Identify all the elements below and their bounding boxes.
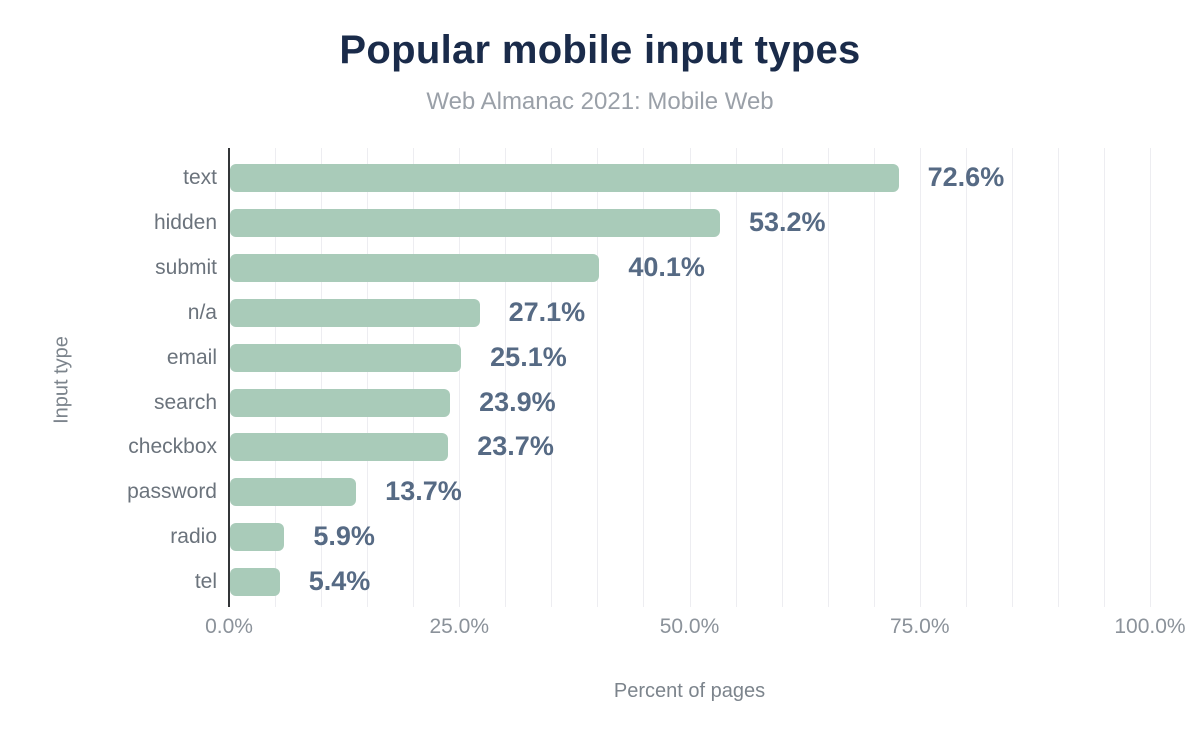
y-axis-line (228, 148, 230, 607)
bar-category-label: text (183, 166, 217, 189)
bar-value-label: 72.6% (927, 161, 1005, 192)
bar-email (230, 343, 462, 372)
bar-submit (230, 253, 600, 282)
bar-n-a (230, 298, 480, 327)
bar-value-label: 23.9% (479, 386, 556, 417)
gridline (689, 148, 691, 607)
x-tick-label: 50.0% (659, 615, 720, 638)
y-axis-title: Input type (50, 336, 73, 424)
gridline (459, 148, 461, 607)
bar-category-label: search (153, 390, 217, 414)
bar-text (230, 164, 899, 192)
gridline (873, 148, 875, 607)
gridline (919, 148, 921, 607)
plot-area: text 72.6% hidden 53.2% submit 40.1% n/a 27.1% e… (127, 148, 1151, 607)
x-tick-label: 25.0% (429, 615, 490, 638)
bar-value-label: 53.2% (748, 206, 826, 237)
gridline (781, 148, 783, 607)
gridline (827, 148, 829, 607)
bar-value-label: 5.4% (308, 565, 371, 596)
bar-category-label: radio (170, 525, 217, 549)
bar-category-label: tel (194, 570, 217, 594)
bar-search (230, 388, 451, 417)
gridline (735, 148, 737, 607)
bar-category-label: submit (155, 255, 217, 279)
bar-category-label: email (166, 345, 217, 369)
bar-value-label: 23.7% (477, 431, 554, 462)
bar-password (230, 478, 357, 507)
x-tick-label: 0.0% (205, 615, 253, 638)
gridline (965, 148, 967, 607)
gridline (275, 148, 277, 607)
gridline (505, 148, 507, 607)
bar-category-label: hidden (153, 210, 217, 234)
gridline (1150, 148, 1151, 607)
bar-radio (230, 523, 285, 552)
bar-tel (230, 568, 280, 597)
gridline (1011, 148, 1013, 607)
bar-hidden (230, 208, 720, 237)
bar-value-label: 25.1% (490, 341, 567, 372)
gridline (1057, 148, 1059, 607)
bar-value-label: 40.1% (628, 251, 705, 282)
gridline (413, 148, 415, 607)
chart-subtitle: Web Almanac 2021: Mobile Web (426, 88, 774, 115)
chart-title: Popular mobile input types (339, 28, 861, 72)
gridline (551, 148, 553, 607)
gridline (643, 148, 645, 607)
gridline (1103, 148, 1105, 607)
bar-value-label: 13.7% (385, 476, 462, 507)
bar-checkbox (230, 433, 449, 462)
bar-value-label: 5.9% (313, 521, 375, 552)
bar-category-label: n/a (187, 300, 217, 324)
x-tick-label: 75.0% (889, 615, 950, 638)
bar-value-label: 27.1% (508, 296, 586, 327)
gridline (597, 148, 599, 607)
x-axis-ticks: 0.0% 25.0% 50.0% 75.0% 100.0% (205, 615, 1186, 641)
x-axis-title: Percent of pages (613, 680, 766, 702)
x-tick-label: 100.0% (1114, 615, 1186, 638)
bar-category-label: checkbox (128, 435, 217, 459)
gridline (367, 148, 369, 607)
gridline (321, 148, 323, 607)
bar-category-label: password (127, 480, 217, 504)
